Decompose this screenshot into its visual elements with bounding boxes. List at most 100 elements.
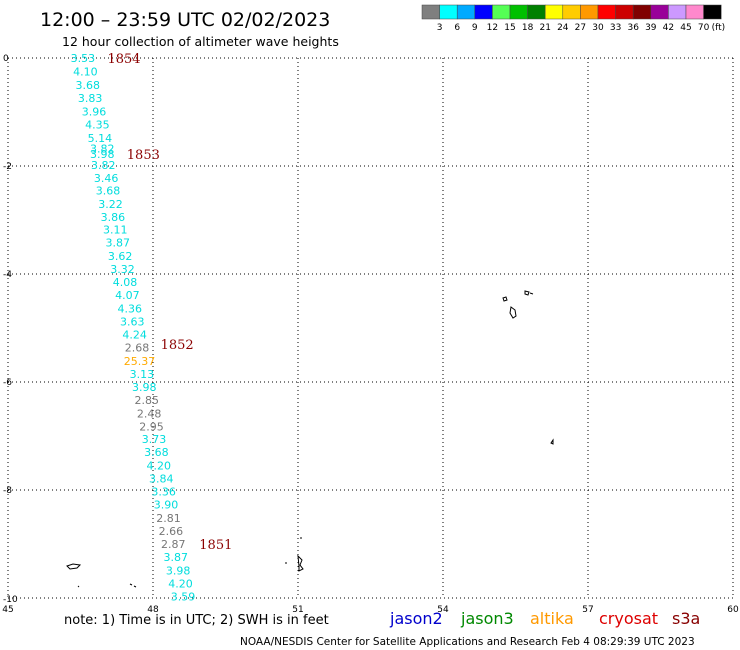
x-tick-label: 48: [147, 605, 159, 615]
wave-height-label: 3.68: [76, 79, 101, 92]
chart-subtitle: 12 hour collection of altimeter wave hei…: [62, 34, 339, 49]
pass-labels: 1854 1853 1852 1851: [107, 52, 232, 553]
pass-time-label: 1852: [161, 338, 194, 353]
wave-height-label: 4.20: [147, 460, 172, 473]
wave-height-label: 3.36: [151, 486, 176, 499]
satellite-legend-item: s3a: [672, 609, 700, 628]
colorbar-unit: (ft): [712, 23, 726, 33]
colorbar-swatch: [474, 4, 493, 20]
wave-height-label: 3.62: [108, 250, 133, 263]
wave-height-label: 3.84: [149, 473, 174, 486]
wave-height-label: 2.95: [139, 420, 164, 433]
colorbar-swatch: [439, 4, 458, 20]
wave-height-label: 3.46: [94, 172, 119, 185]
colorbar-tick: 24: [557, 23, 569, 33]
colorbar-tick: 42: [663, 23, 674, 33]
colorbar-tick: 36: [627, 23, 639, 33]
x-tick-label: 51: [292, 605, 303, 615]
wave-height-label: 25.37: [124, 355, 156, 368]
wave-height-label: 3.53: [71, 52, 96, 65]
colorbar-swatch: [421, 4, 440, 20]
colorbar-swatch: [685, 4, 704, 20]
plot-grid: 45 48 51 54 57 60 0 -2 -4 -6 -8 -10: [2, 54, 739, 615]
y-tick-label: -8: [3, 486, 12, 496]
colorbar-tick: 39: [645, 23, 657, 33]
wave-height-label: 3.83: [78, 92, 103, 105]
wave-height-label: 3.82: [90, 143, 115, 156]
colorbar-swatch: [509, 4, 528, 20]
colorbar-swatch: [703, 4, 722, 20]
colorbar-tick: 6: [454, 23, 460, 33]
colorbar-tick: 15: [504, 23, 515, 33]
wave-height-label: 4.24: [122, 328, 147, 341]
wave-height-label: 3.32: [110, 263, 135, 276]
pass-time-label: 1854: [107, 52, 140, 67]
colorbar-swatch: [527, 4, 546, 20]
y-tick-label: -2: [3, 162, 12, 172]
satellite-legend-item: jason2: [389, 609, 443, 628]
wave-height-label: 3.68: [96, 184, 121, 197]
satellite-legend-item: cryosat: [599, 609, 658, 628]
wave-height-label: 3.98: [132, 381, 157, 394]
x-tick-label: 60: [727, 605, 739, 615]
colorbar-tick: 70: [698, 23, 710, 33]
wave-height-label: 3.87: [163, 551, 188, 564]
island-outline: [550, 438, 554, 445]
wave-height-label: 3.11: [103, 224, 128, 237]
colorbar-swatch: [544, 4, 564, 20]
wave-height-label: 4.08: [113, 276, 138, 289]
satellite-legend-item: altika: [530, 609, 574, 628]
colorbar-tick: 33: [610, 23, 621, 33]
satellite-legend-item: jason3: [460, 609, 514, 628]
colorbar-legend: 3 6 9 12 15 18 21 24 27 30 33 36 39 42 45 70 (ft): [421, 4, 726, 33]
wave-height-label: 3.13: [130, 368, 155, 381]
y-tick-label: 0: [3, 54, 9, 64]
wave-height-label: 3.73: [142, 433, 167, 446]
island-outline: [129, 583, 137, 588]
wave-height-label: 3.82: [91, 159, 116, 172]
y-tick-label: -4: [3, 270, 12, 280]
colorbar-swatch: [597, 4, 616, 20]
island-outline: [77, 585, 80, 588]
x-tick-label: 54: [437, 605, 449, 615]
colorbar-swatch: [580, 4, 599, 20]
island-outline: [509, 306, 517, 319]
wave-height-label: 3.87: [105, 237, 130, 250]
wave-height-label: 4.10: [73, 66, 98, 79]
y-tick-label: -10: [3, 595, 18, 605]
wave-height-label: 3.98: [90, 148, 115, 161]
wave-height-label: 3.59: [171, 590, 196, 603]
wave-height-label: 4.20: [168, 577, 193, 590]
wave-height-label: 2.85: [134, 394, 159, 407]
x-tick-label: 45: [2, 605, 13, 615]
colorbar-swatch: [632, 4, 652, 20]
footer-note: note: 1) Time is in UTC; 2) SWH is in fe…: [64, 613, 329, 628]
credit-line: NOAA/NESDIS Center for Satellite Applica…: [240, 636, 695, 648]
pass-time-label: 1853: [127, 148, 160, 163]
wave-height-label: 4.07: [115, 289, 140, 302]
pass-time-label: 1851: [199, 538, 232, 553]
wave-height-label: 4.35: [85, 118, 110, 131]
wave-height-label: 3.68: [144, 446, 169, 459]
wave-height-label: 4.36: [118, 303, 143, 316]
colorbar-swatch: [668, 4, 687, 20]
y-tick-label: -6: [3, 378, 12, 388]
colorbar-swatch: [456, 4, 476, 20]
colorbar-tick: 9: [472, 23, 478, 33]
colorbar-tick: 3: [437, 23, 443, 33]
x-tick-label: 57: [582, 605, 593, 615]
wave-height-label: 3.86: [101, 211, 126, 224]
wave-height-label: 3.22: [98, 198, 123, 211]
island-outline: [524, 290, 534, 296]
wave-height-label: 3.63: [120, 316, 145, 329]
wave-height-label: 2.48: [137, 407, 162, 420]
wave-height-label: 3.96: [82, 105, 107, 118]
colorbar-tick: 27: [575, 23, 586, 33]
colorbar-swatch: [492, 4, 511, 20]
island-outline: [297, 554, 304, 572]
chart-title: 12:00 – 23:59 UTC 02/02/2023: [40, 9, 330, 31]
wave-height-label: 5.14: [88, 132, 113, 145]
colorbar-swatch: [650, 4, 669, 20]
colorbar-swatch: [615, 4, 634, 20]
wave-height-label: 2.87: [161, 538, 186, 551]
